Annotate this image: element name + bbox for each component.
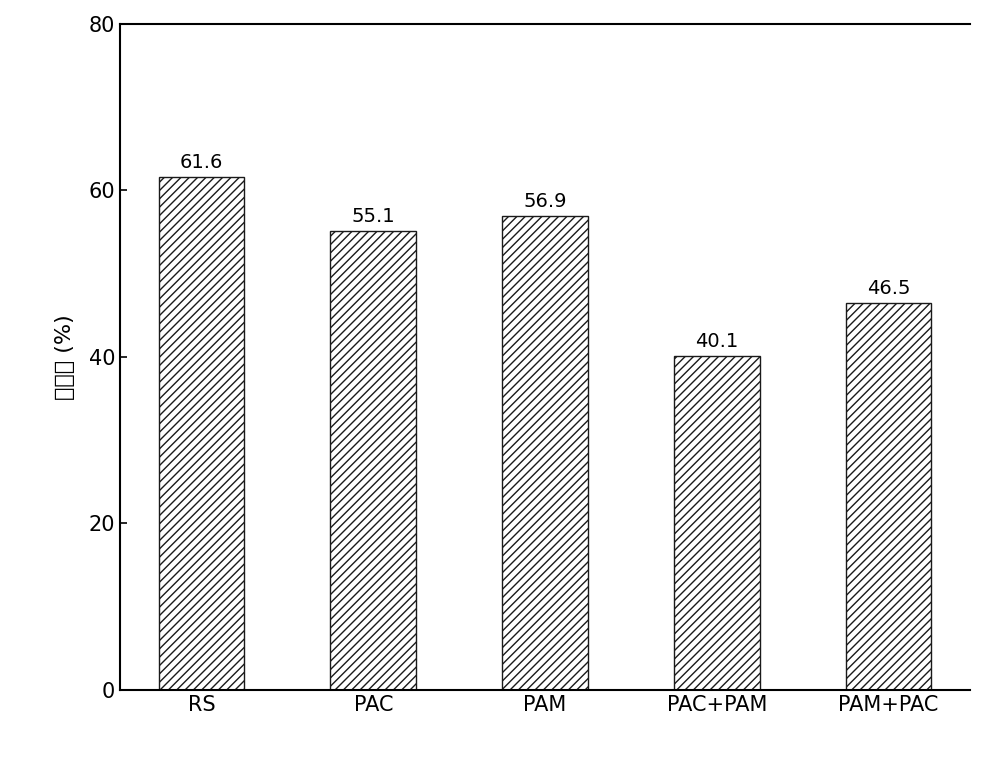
Bar [330, 231, 416, 690]
Text: 46.5: 46.5 [867, 278, 910, 298]
Text: 55.1: 55.1 [351, 207, 395, 226]
Bar [502, 216, 588, 690]
Bar [846, 303, 931, 690]
Bar [159, 176, 244, 690]
Text: 56.9: 56.9 [523, 192, 567, 211]
Bar [674, 356, 760, 690]
Y-axis label: 含水率 (%): 含水率 (%) [55, 314, 75, 400]
Text: 40.1: 40.1 [695, 332, 738, 351]
Text: 61.6: 61.6 [180, 153, 223, 172]
